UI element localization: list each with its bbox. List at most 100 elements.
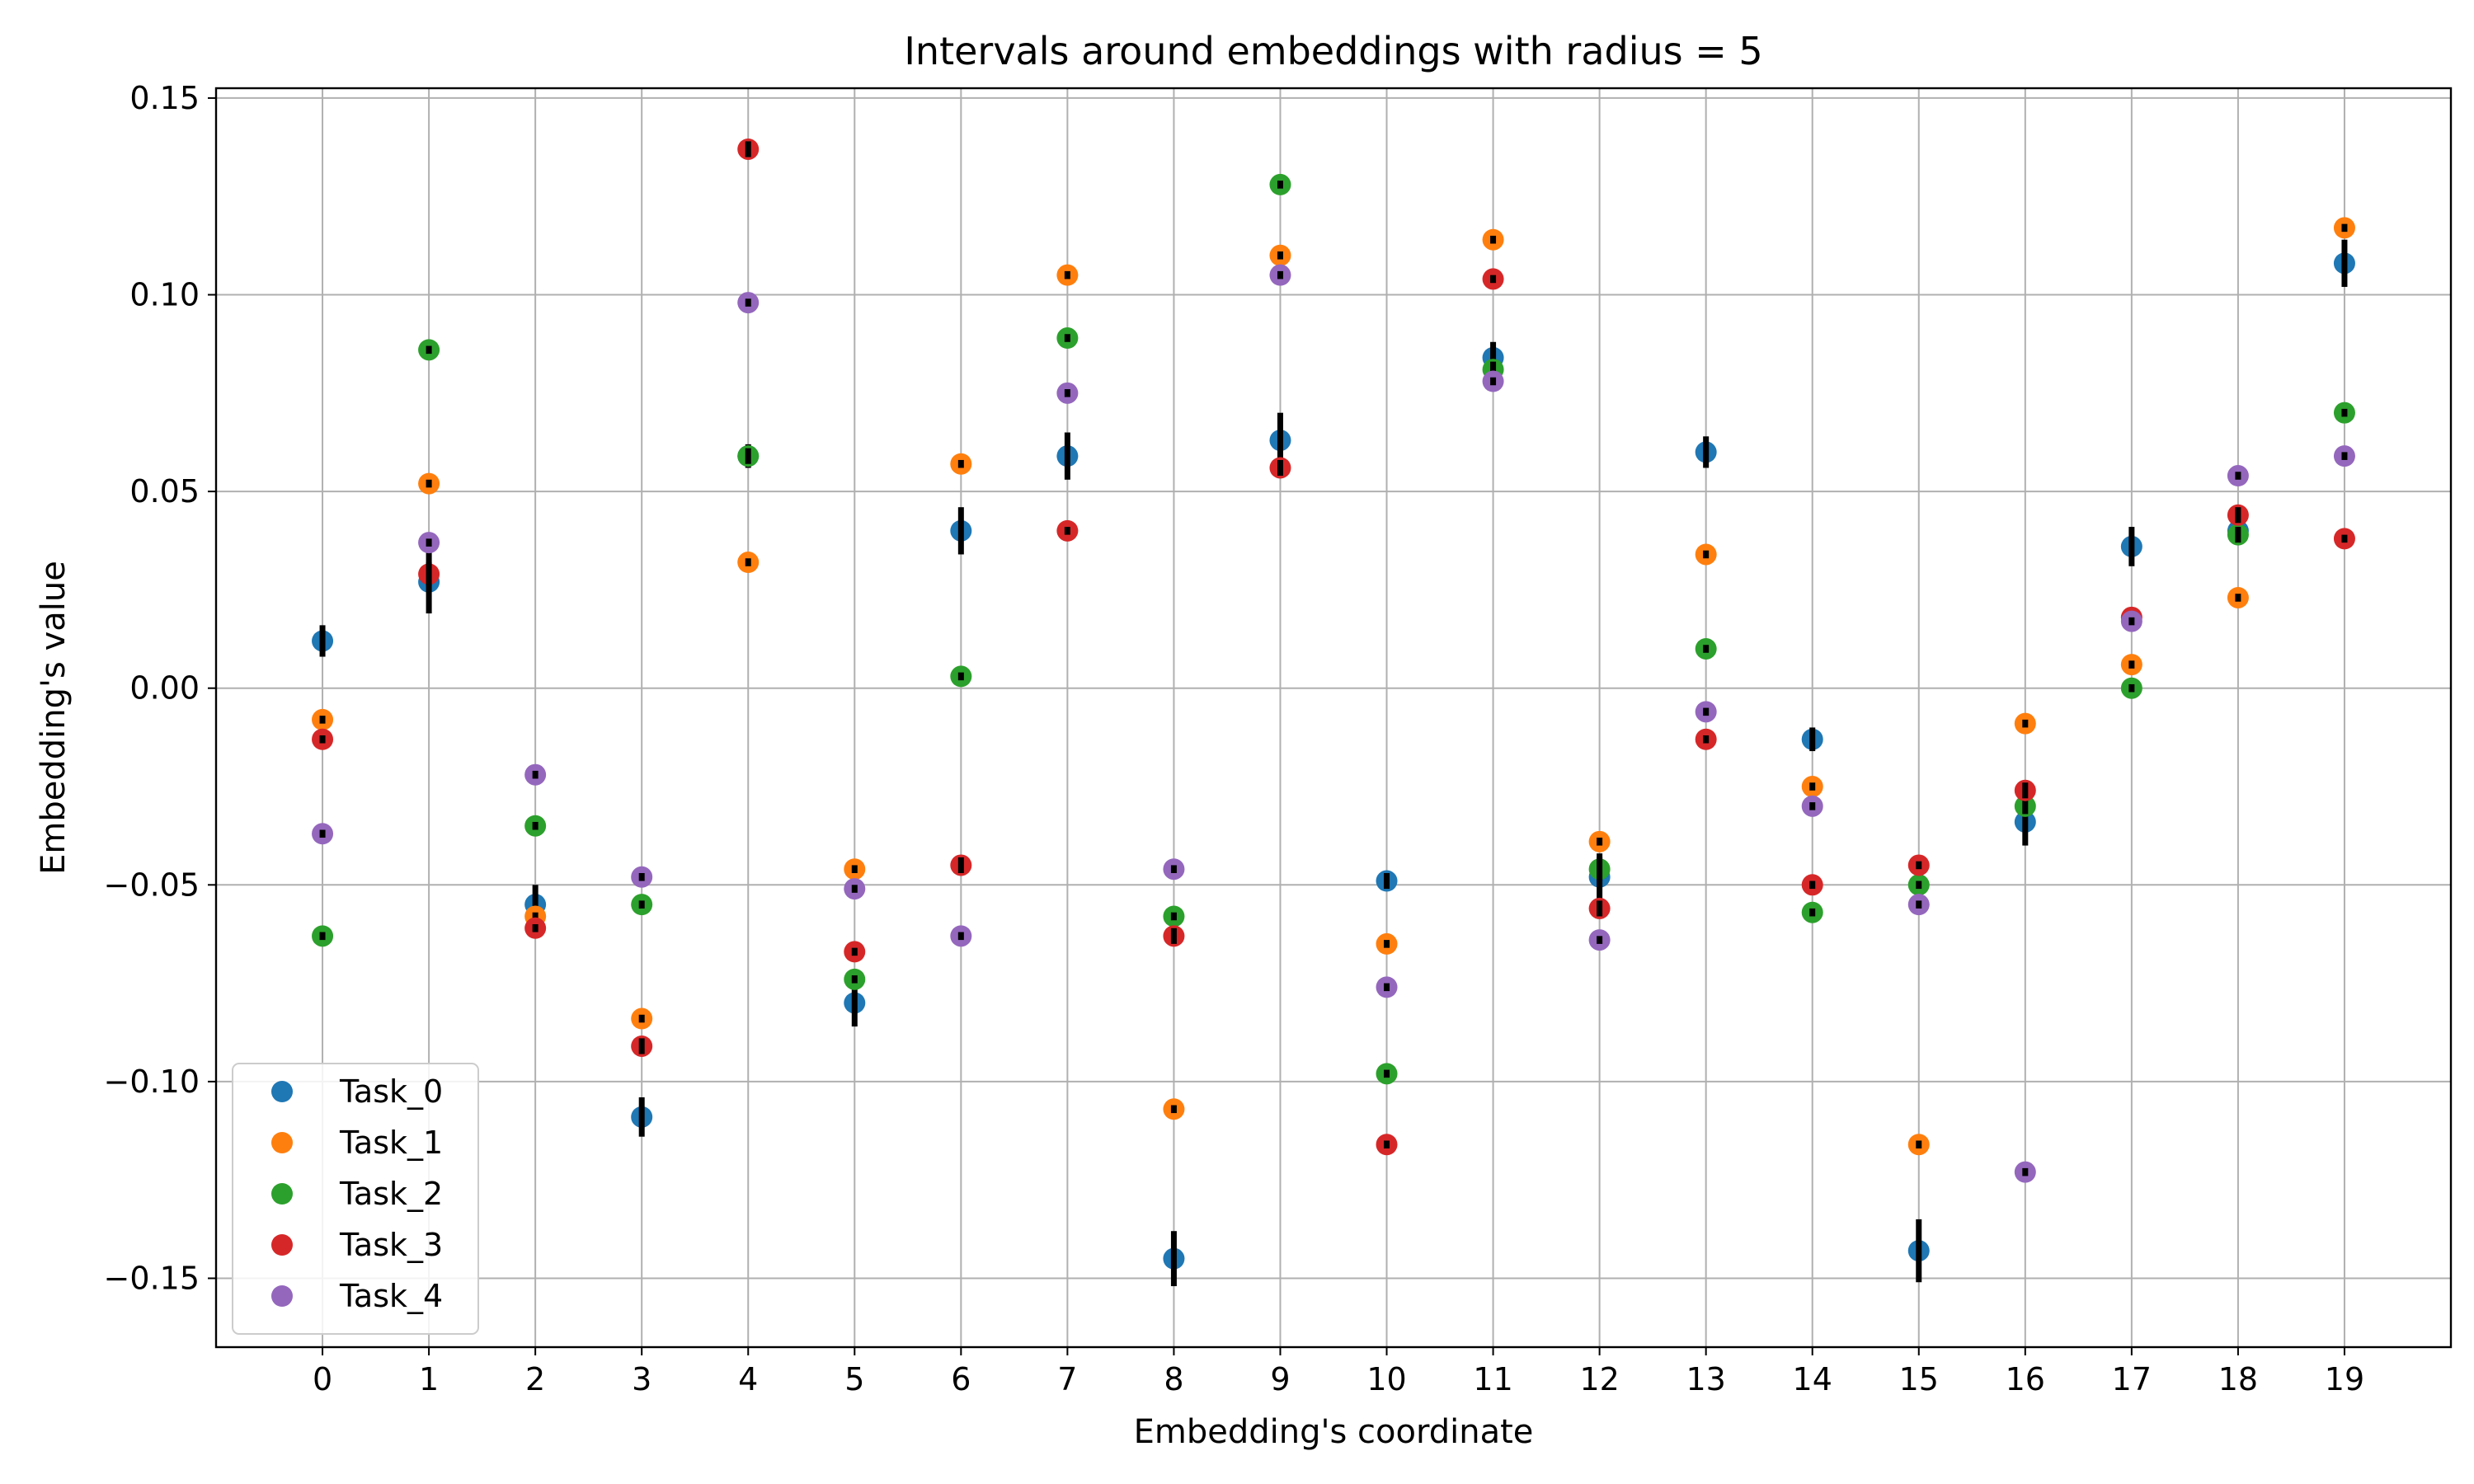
interval-bar [1384,1140,1390,1149]
y-tick-label: −0.10 [104,1064,200,1100]
interval-bar [1277,459,1283,477]
interval-bar [1170,928,1177,944]
x-tick-label: 6 [951,1361,971,1397]
interval-bar [319,735,326,744]
interval-bar [1490,341,1497,373]
interval-bar [1597,900,1603,917]
interval-bar [745,298,751,307]
interval-bar [2022,1167,2029,1176]
x-tick-label: 14 [1793,1361,1832,1397]
x-tick-label: 2 [525,1361,545,1397]
interval-bar [1703,735,1710,744]
interval-bar [1384,872,1390,890]
x-tick-label: 0 [313,1361,332,1397]
interval-bar [319,625,326,657]
interval-bar [1597,936,1603,944]
interval-bar [2341,223,2348,232]
x-tick-label: 17 [2112,1361,2152,1397]
x-tick-label: 7 [1057,1361,1077,1397]
interval-bar [638,872,645,881]
interval-bar [1277,270,1283,279]
interval-bar [1916,1219,1922,1283]
interval-bar [319,716,326,724]
interval-bar [2341,239,2348,287]
interval-bar [426,538,432,547]
interval-bar [1064,389,1070,397]
y-tick-label: 0.00 [129,670,200,707]
interval-bar [2235,472,2241,480]
chart-title: Intervals around embeddings with radius … [904,29,1762,73]
interval-bar [1384,940,1390,948]
interval-bar [2128,683,2135,693]
interval-bar [532,912,539,921]
x-axis-label: Embedding's coordinate [1134,1413,1534,1451]
interval-bar [1064,432,1070,480]
interval-bar [2128,527,2135,566]
x-tick-label: 19 [2325,1361,2364,1397]
interval-bar [1597,838,1603,846]
interval-bar [1384,1069,1390,1078]
interval-bar [1703,707,1710,716]
interval-bar [1809,802,1816,810]
series-task-2 [312,173,2355,1085]
x-tick-label: 11 [1473,1361,1512,1397]
interval-bar [638,900,645,909]
series-task-4 [312,264,2355,1183]
interval-bar [1916,881,1922,890]
interval-bar [426,345,432,355]
interval-bar [1064,270,1070,279]
interval-bar [532,924,539,932]
interval-bar [851,979,858,1027]
interval-bar [1809,908,1816,917]
interval-bar [745,141,751,157]
x-tick-label: 15 [1899,1361,1939,1397]
series-task-3 [312,138,2355,1156]
interval-bar [1277,412,1283,468]
interval-bar [957,507,964,555]
interval-bar [1170,1105,1177,1114]
legend-marker [271,1285,293,1307]
plot-area-frame [214,87,2453,1349]
interval-bar [1490,275,1497,284]
interval-bar [745,558,751,566]
x-tick-label: 8 [1164,1361,1183,1397]
y-tick-label: 0.15 [129,80,200,116]
interval-bar [426,479,432,488]
interval-bar [1916,1140,1922,1149]
interval-bar [2341,408,2348,417]
x-tick-label: 4 [738,1361,758,1397]
interval-bar [638,1014,645,1023]
y-tick-label: 0.10 [129,277,200,313]
interval-bar [1064,334,1070,342]
x-tick-label: 18 [2218,1361,2258,1397]
interval-bar [1170,865,1177,873]
legend: Task_0 Task_1 Task_2 Task_3 Task_4 [232,1063,479,1335]
interval-bar [957,672,964,681]
interval-bar [1490,361,1497,378]
interval-bar [1490,235,1497,244]
interval-bar [1703,436,1710,468]
y-tick-label: −0.15 [104,1260,200,1296]
interval-bar [1809,881,1816,890]
x-tick-label: 3 [632,1361,651,1397]
interval-bar [2235,507,2241,524]
interval-bar [1809,727,1816,752]
x-tick-label: 16 [2006,1361,2045,1397]
legend-label: Task_3 [339,1227,443,1263]
legend-marker [271,1081,293,1102]
interval-bar [1597,857,1603,881]
axis-ticks: 0 1 2 3 4 5 6 7 8 9 10 11 12 13 14 15 16 17 18 190.150.100.… [104,80,2365,1397]
legend-marker [271,1234,293,1256]
interval-bar [745,448,751,464]
interval-bar [1703,550,1710,559]
interval-bar [1916,861,1922,870]
interval-bar [2022,798,2029,846]
legend-label: Task_4 [339,1278,443,1314]
interval-bar [426,562,432,586]
interval-bar [532,821,539,830]
x-tick-label: 13 [1686,1361,1725,1397]
interval-bar [319,829,326,838]
interval-bar [1170,912,1177,921]
legend-label: Task_2 [339,1176,443,1212]
